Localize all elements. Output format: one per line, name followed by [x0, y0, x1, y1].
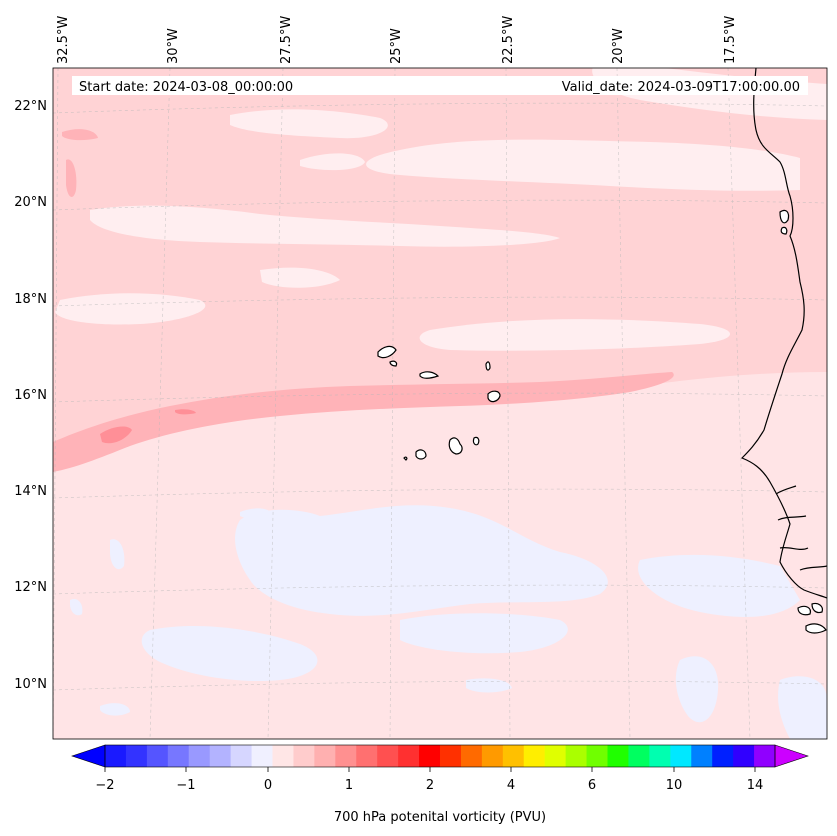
pv-patch: [260, 267, 340, 288]
lat-label: 18°N: [14, 292, 47, 307]
colorbar-tick-label: −2: [95, 778, 114, 793]
colorbar-cell: [670, 745, 692, 767]
colorbar-tick-label: 0: [264, 778, 272, 793]
colorbar-cell: [523, 745, 546, 767]
pv-band-mid: [53, 372, 674, 472]
colorbar-cells: [105, 745, 776, 767]
colorbar-cell: [209, 745, 232, 767]
map-area: [53, 68, 827, 739]
colorbar-cell: [586, 745, 608, 767]
lon-label: 27.5°W: [279, 16, 294, 64]
pv-negative-patch: [778, 676, 827, 739]
colorbar-tick-label: 10: [666, 778, 683, 793]
colorbar-cell: [272, 745, 294, 767]
colorbar-cell: [419, 745, 441, 767]
pv-negative-patch: [400, 613, 568, 654]
colorbar-cell: [335, 745, 357, 767]
valid-date-label: Valid_date: 2024-03-09T17:00:00.00: [562, 80, 800, 95]
colorbar-cell: [502, 745, 525, 767]
coastline: [740, 68, 827, 634]
pv-patch: [55, 293, 206, 325]
cape-verde-islands: [377, 345, 501, 461]
colorbar-cell: [460, 745, 483, 767]
colorbar-ticks: [104, 767, 756, 772]
pv-band-strong: [100, 426, 132, 444]
lat-label: 16°N: [14, 388, 47, 403]
colorbar-cell: [146, 745, 169, 767]
lon-label: 32.5°W: [56, 16, 71, 64]
lon-label: 30°W: [166, 28, 181, 64]
lon-label: 20°W: [611, 28, 626, 64]
colorbar-label: 700 hPa potenital vorticity (PVU): [334, 810, 546, 825]
pv-patch: [90, 205, 560, 247]
graticule: [53, 68, 827, 739]
colorbar-cell: [125, 745, 148, 767]
colorbar-cell: [691, 745, 713, 767]
colorbar-cell: [188, 745, 211, 767]
colorbar-cell: [230, 745, 253, 767]
latitude-labels: 22°N 20°N 18°N 16°N 14°N 12°N 10°N: [14, 99, 47, 692]
colorbar-frame: [104, 744, 776, 768]
colorbar-tick-label: 14: [747, 778, 764, 793]
colorbar-cell: [356, 745, 378, 767]
pv-patch: [366, 139, 800, 191]
colorbar-cell: [733, 745, 755, 767]
pv-negative-patch: [110, 539, 125, 570]
lat-label: 22°N: [14, 99, 47, 114]
colorbar-tick-label: −1: [176, 778, 195, 793]
pv-patch: [419, 319, 730, 351]
colorbar-cell: [440, 745, 462, 767]
pv-band-mid: [66, 159, 77, 197]
colorbar-cell: [754, 745, 776, 767]
colorbar-cell: [251, 745, 273, 767]
map-frame: [52, 67, 828, 740]
pv-band-mid: [62, 129, 98, 141]
lon-label: 17.5°W: [723, 16, 738, 64]
start-date-label: Start date: 2024-03-08_00:00:00: [79, 80, 293, 95]
pv-negative-patch: [235, 505, 608, 616]
colorbar-cell: [544, 745, 567, 767]
colorbar: −2 −1 0 1 2 4 6 10 14 700 hPa potenital …: [71, 744, 809, 825]
lat-label: 14°N: [14, 484, 47, 499]
colorbar-cell: [167, 745, 190, 767]
colorbar-cell: [649, 745, 671, 767]
colorbar-tick-label: 1: [345, 778, 353, 793]
colorbar-cell: [481, 745, 504, 767]
pv-negative-patch: [240, 508, 272, 519]
colorbar-cell: [628, 745, 650, 767]
pv-negative-patch: [675, 656, 719, 723]
colorbar-cell: [293, 745, 315, 767]
colorbar-tick-label: 2: [426, 778, 434, 793]
pv-patch: [300, 153, 365, 171]
colorbar-cell: [398, 745, 420, 767]
colorbar-cell: [377, 745, 399, 767]
pv-negative-patch: [141, 625, 318, 682]
header-strip: [72, 76, 808, 95]
lat-label: 10°N: [14, 677, 47, 692]
pv-negative-patch: [70, 598, 83, 616]
colorbar-cell: [712, 745, 734, 767]
longitude-labels: 32.5°W 30°W 27.5°W 25°W 22.5°W 20°W 17.5…: [56, 16, 738, 64]
colorbar-cell: [607, 745, 629, 767]
pv-negative-patch: [466, 678, 512, 693]
colorbar-cell: [314, 745, 336, 767]
lat-label: 12°N: [14, 580, 47, 595]
pv-negative-patch: [100, 703, 130, 716]
colorbar-min-arrow: [71, 744, 106, 768]
colorbar-max-arrow: [774, 744, 809, 768]
lat-label: 20°N: [14, 195, 47, 210]
colorbar-cell: [565, 745, 588, 767]
colorbar-cell: [105, 745, 127, 767]
colorbar-tick-label: 4: [507, 778, 515, 793]
pv-band-strong: [175, 409, 196, 415]
lon-label: 22.5°W: [501, 16, 516, 64]
pv-patch: [230, 109, 388, 139]
colorbar-tick-label: 6: [588, 778, 596, 793]
colorbar-tick-labels: −2 −1 0 1 2 4 6 10 14: [95, 778, 763, 793]
lon-label: 25°W: [389, 28, 404, 64]
